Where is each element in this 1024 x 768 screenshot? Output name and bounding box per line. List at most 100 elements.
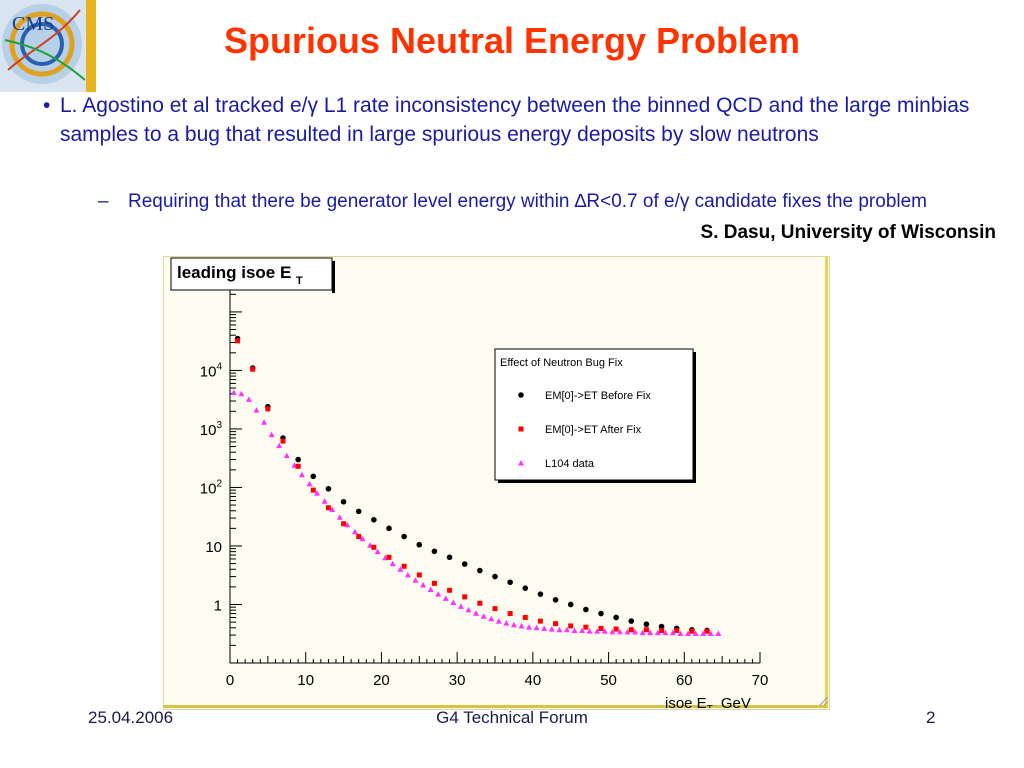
data-point-before-fix bbox=[628, 618, 635, 624]
data-point-l104 bbox=[336, 514, 343, 520]
data-point-before-fix bbox=[507, 579, 513, 586]
data-point-after-fix bbox=[537, 618, 543, 624]
data-point-l104 bbox=[586, 628, 593, 634]
data-point-l104 bbox=[556, 626, 563, 633]
data-point-after-fix bbox=[643, 627, 649, 633]
data-point-after-fix bbox=[553, 621, 559, 627]
x-tick-label: 0 bbox=[226, 672, 234, 689]
data-point-after-fix bbox=[598, 625, 604, 631]
data-point-before-fix bbox=[492, 573, 498, 580]
data-point-l104 bbox=[397, 566, 404, 572]
data-point-before-fix bbox=[371, 517, 377, 523]
data-point-after-fix bbox=[401, 563, 407, 569]
data-point-after-fix bbox=[431, 580, 437, 586]
data-point-l104 bbox=[283, 452, 290, 459]
data-point-l104 bbox=[700, 630, 707, 636]
data-point-l104 bbox=[685, 630, 692, 636]
x-tick-label: 60 bbox=[676, 672, 693, 689]
data-point-l104 bbox=[715, 630, 722, 636]
bullet-sub-text: Requiring that there be generator level … bbox=[128, 191, 928, 212]
data-point-l104 bbox=[374, 548, 381, 555]
data-point-after-fix bbox=[613, 626, 619, 632]
data-point-before-fix bbox=[537, 591, 544, 597]
data-point-l104 bbox=[669, 629, 676, 636]
data-point-l104 bbox=[351, 528, 358, 535]
data-point-l104 bbox=[692, 630, 699, 636]
author-credit: S. Dasu, University of Wisconsin bbox=[700, 222, 996, 243]
data-point-after-fix bbox=[583, 624, 589, 630]
data-point-l104 bbox=[541, 625, 548, 631]
chart-title-subscript: T bbox=[296, 275, 303, 287]
data-point-l104 bbox=[420, 582, 427, 588]
data-point-l104 bbox=[563, 626, 570, 633]
slide-title: Spurious Neutral Energy Problem bbox=[223, 20, 801, 61]
data-point-l104 bbox=[450, 599, 457, 606]
data-point-before-fix bbox=[355, 508, 362, 515]
data-point-after-fix bbox=[704, 628, 710, 634]
data-point-before-fix bbox=[583, 606, 589, 613]
data-point-l104 bbox=[404, 571, 411, 578]
data-point-l104 bbox=[601, 628, 608, 634]
data-point-after-fix bbox=[674, 627, 680, 633]
data-point-after-fix bbox=[689, 628, 695, 634]
data-point-l104 bbox=[359, 535, 366, 542]
data-point-before-fix bbox=[401, 533, 407, 540]
legend-entry-label: L104 data bbox=[545, 458, 595, 470]
data-point-l104 bbox=[609, 628, 616, 635]
data-point-after-fix bbox=[341, 521, 347, 527]
data-point-after-fix bbox=[310, 487, 316, 493]
data-point-l104 bbox=[245, 396, 252, 402]
data-point-l104 bbox=[594, 628, 601, 634]
bullet-sub: – Requiring that there be generator leve… bbox=[98, 189, 1008, 215]
x-tick-label: 70 bbox=[752, 672, 769, 689]
data-point-after-fix bbox=[507, 611, 513, 617]
y-tick-label: 10 bbox=[205, 539, 222, 556]
data-point-after-fix bbox=[386, 554, 392, 560]
data-point-l104 bbox=[321, 498, 328, 504]
chart-title-box bbox=[170, 257, 333, 291]
y-tick-exponent: 3 bbox=[216, 420, 222, 431]
data-point-l104 bbox=[571, 627, 578, 633]
cms-logo-text: CMS bbox=[12, 13, 54, 35]
plot-frame-bottom-edge bbox=[163, 705, 828, 708]
logo-stripe bbox=[86, 0, 96, 92]
data-point-after-fix bbox=[659, 627, 665, 633]
data-point-l104 bbox=[389, 560, 396, 567]
data-point-before-fix bbox=[567, 601, 574, 608]
data-point-l104 bbox=[495, 618, 502, 624]
plot-frame-right-edge bbox=[825, 256, 828, 708]
data-point-after-fix bbox=[371, 544, 377, 550]
data-point-after-fix bbox=[447, 587, 453, 593]
data-point-l104 bbox=[230, 389, 237, 395]
data-point-l104 bbox=[298, 471, 305, 478]
data-point-l104 bbox=[238, 390, 245, 397]
data-point-before-fix bbox=[613, 614, 619, 621]
y-tick-exponent: 4 bbox=[216, 361, 222, 372]
data-point-l104 bbox=[579, 627, 586, 633]
data-point-after-fix bbox=[492, 606, 498, 612]
x-tick-label: 50 bbox=[600, 672, 617, 689]
data-point-l104 bbox=[632, 628, 639, 635]
data-point-l104 bbox=[488, 615, 495, 622]
data-point-after-fix bbox=[250, 366, 256, 372]
data-point-l104 bbox=[465, 606, 472, 613]
x-tick-label: 20 bbox=[373, 672, 390, 689]
data-point-l104 bbox=[624, 628, 631, 635]
data-point-before-fix bbox=[340, 498, 347, 505]
data-point-l104 bbox=[518, 622, 525, 629]
x-tick-label: 40 bbox=[525, 672, 542, 689]
data-point-l104 bbox=[442, 595, 449, 601]
resize-grip-icon bbox=[819, 696, 828, 706]
data-point-l104 bbox=[677, 630, 684, 636]
footer-center: G4 Technical Forum bbox=[436, 708, 588, 727]
y-tick-label: 1 bbox=[214, 597, 222, 614]
data-point-l104 bbox=[480, 613, 487, 619]
data-point-before-fix bbox=[416, 541, 423, 548]
cms-logo-graphic: CMS bbox=[2, 4, 86, 84]
y-tick-label: 104 bbox=[200, 361, 223, 380]
data-point-before-fix bbox=[598, 610, 604, 617]
data-point-after-fix bbox=[568, 623, 574, 629]
data-point-l104 bbox=[457, 603, 464, 609]
data-point-before-fix bbox=[552, 597, 559, 603]
